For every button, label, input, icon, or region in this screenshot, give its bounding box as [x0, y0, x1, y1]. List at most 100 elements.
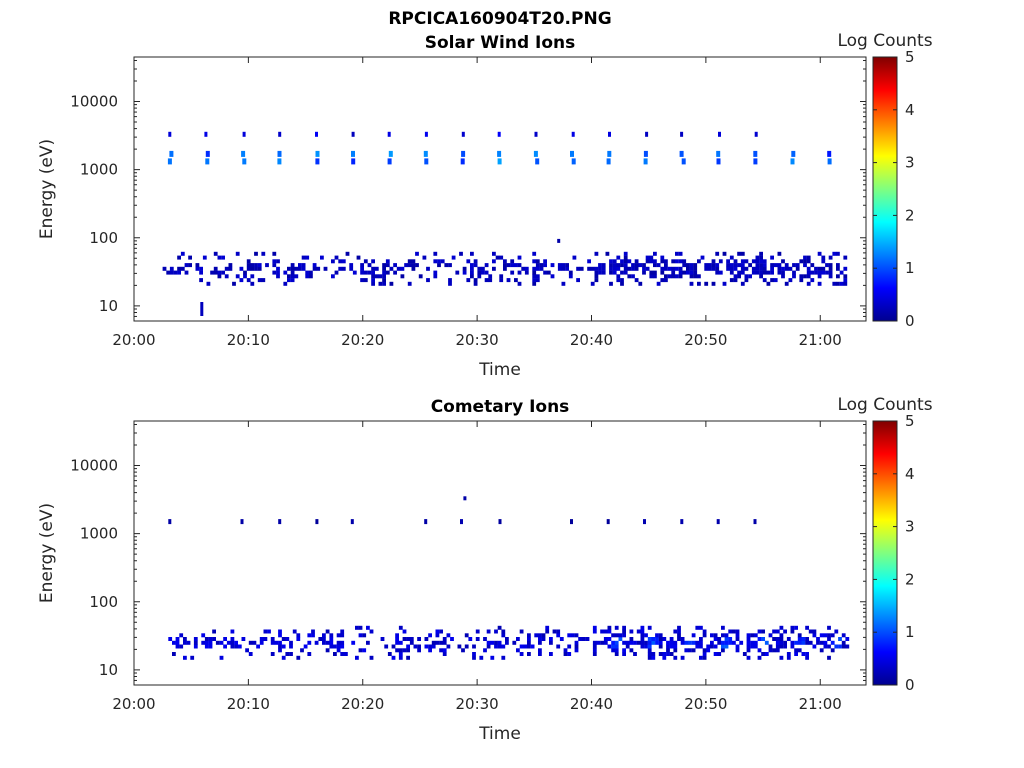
data-cell — [535, 266, 540, 271]
data-cell — [649, 270, 654, 275]
data-cell — [351, 640, 356, 645]
data-cell — [571, 158, 576, 165]
data-cell — [501, 633, 506, 638]
data-cell — [259, 637, 264, 641]
data-cell — [757, 655, 762, 660]
data-cell — [653, 263, 657, 268]
data-cell — [477, 274, 482, 279]
data-cell — [587, 266, 591, 271]
data-cell — [506, 278, 511, 283]
data-cell — [239, 278, 244, 283]
data-cell — [418, 274, 423, 279]
data-cell — [828, 270, 833, 275]
data-cell — [561, 263, 566, 268]
data-cell — [618, 633, 623, 638]
data-cell — [356, 255, 361, 260]
data-cell — [287, 278, 291, 283]
data-cell — [592, 629, 597, 634]
data-cell — [283, 281, 288, 286]
data-cell — [611, 640, 615, 645]
data-cell — [256, 644, 260, 649]
data-cell — [215, 640, 220, 645]
data-cell — [836, 263, 840, 268]
data-cell — [799, 274, 804, 279]
data-cell — [651, 640, 656, 645]
data-cell — [248, 652, 253, 656]
data-cell — [360, 270, 364, 275]
data-cell — [498, 519, 502, 525]
data-cell — [695, 640, 700, 645]
x-tick-label: 20:40 — [570, 695, 613, 713]
data-cell — [647, 637, 652, 641]
data-cell — [571, 131, 575, 137]
data-cell — [729, 255, 734, 260]
data-cell — [754, 131, 758, 137]
data-cell — [808, 640, 813, 645]
data-cell — [660, 266, 665, 271]
data-cell — [311, 629, 315, 634]
data-cell — [827, 150, 832, 157]
data-cell — [395, 648, 399, 653]
data-cell — [686, 266, 690, 271]
data-cell — [424, 519, 428, 525]
data-cell — [457, 644, 462, 649]
data-cell — [179, 633, 184, 638]
data-cell — [761, 637, 765, 641]
data-cell — [772, 648, 776, 653]
data-cell — [351, 150, 355, 157]
data-cell — [301, 266, 306, 271]
data-cell — [411, 259, 416, 264]
data-cell — [724, 644, 729, 649]
data-cell — [673, 640, 678, 645]
data-cell — [180, 266, 185, 271]
data-cell — [614, 644, 619, 649]
data-cell — [340, 644, 345, 649]
data-cell — [684, 640, 689, 645]
data-cell — [817, 251, 822, 256]
data-cell — [693, 266, 698, 271]
data-cell — [660, 255, 665, 260]
data-cell — [451, 255, 456, 260]
data-cell — [656, 281, 661, 286]
data-cell — [570, 150, 574, 157]
data-cell — [755, 259, 760, 264]
data-cell — [739, 640, 744, 645]
data-cell — [363, 278, 368, 283]
data-cell — [801, 640, 806, 645]
data-cell — [448, 281, 452, 286]
data-cell — [201, 633, 206, 638]
data-cell — [716, 519, 720, 525]
data-cell — [783, 644, 787, 649]
data-cell — [753, 150, 758, 157]
data-cell — [261, 251, 266, 256]
colorbar-label: Log Counts — [837, 31, 932, 51]
data-cell — [433, 274, 438, 279]
data-cell — [724, 640, 729, 645]
data-cell — [402, 648, 407, 653]
data-cell — [671, 259, 676, 264]
data-cell — [836, 251, 840, 256]
data-cell — [603, 637, 608, 641]
data-cell — [794, 625, 798, 630]
data-cell — [464, 633, 469, 638]
data-cell — [358, 633, 363, 638]
data-cell — [371, 266, 375, 271]
data-cell — [549, 652, 553, 656]
data-cell — [532, 270, 537, 275]
data-cell — [691, 640, 696, 645]
data-cell — [360, 263, 364, 268]
data-cell — [574, 648, 579, 653]
data-cell — [527, 640, 531, 645]
data-cell — [243, 274, 247, 279]
data-cell — [839, 281, 844, 286]
data-cell — [424, 644, 429, 649]
data-cell — [810, 263, 815, 268]
data-cell — [653, 270, 657, 275]
data-cell — [728, 637, 733, 641]
data-cell — [592, 625, 597, 630]
data-cell — [805, 652, 809, 656]
data-cell — [341, 266, 346, 271]
data-cell — [193, 644, 198, 649]
data-cell — [834, 644, 839, 649]
data-cell — [490, 655, 495, 660]
